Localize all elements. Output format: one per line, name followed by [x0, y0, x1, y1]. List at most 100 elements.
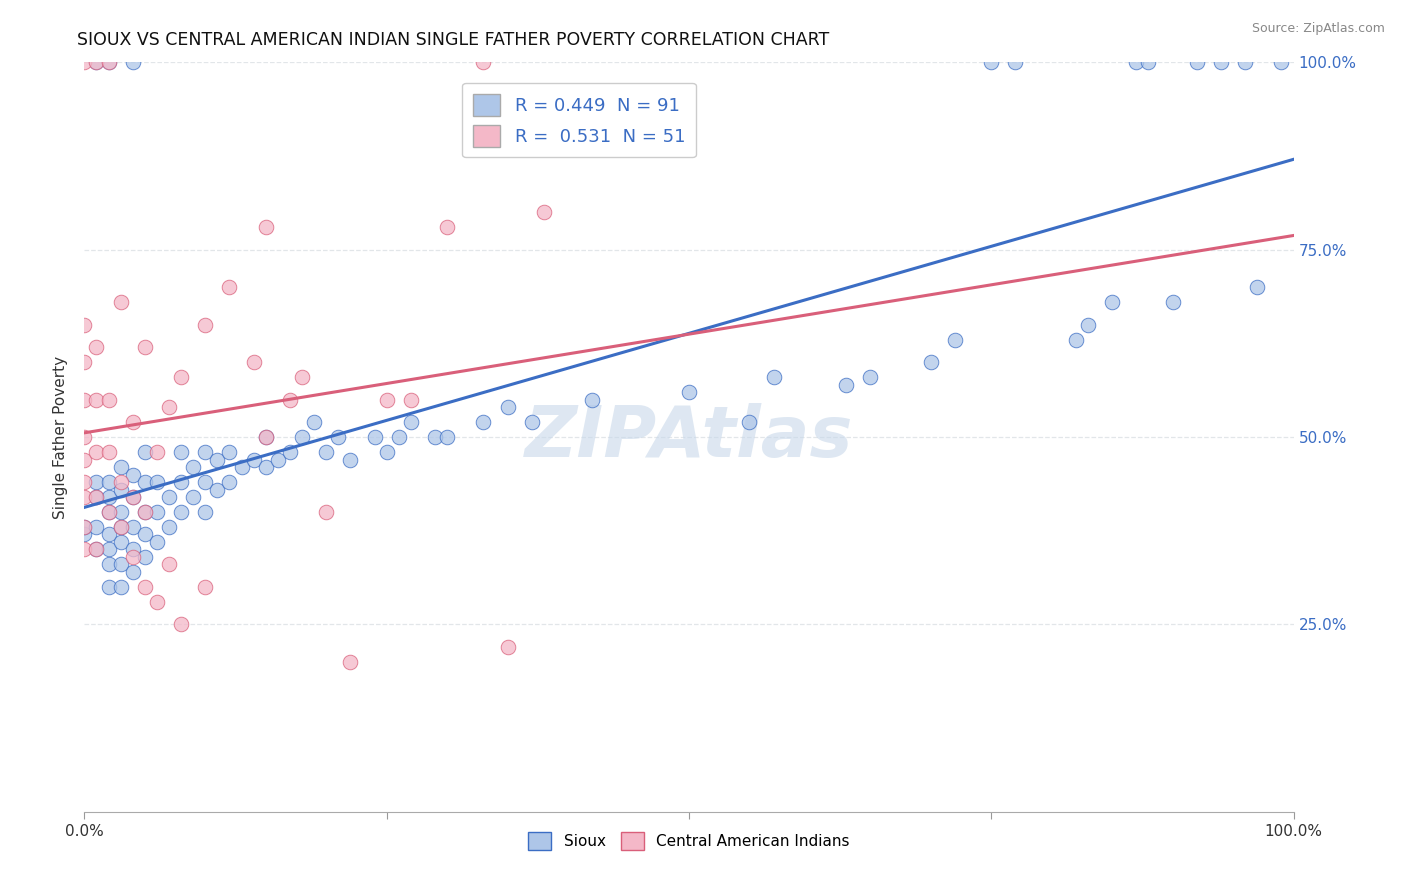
Point — [146, 475, 169, 489]
Point — [97, 580, 120, 594]
Point — [375, 392, 398, 407]
Point — [242, 355, 264, 369]
Point — [363, 430, 385, 444]
Point — [110, 558, 132, 572]
Point — [110, 475, 132, 489]
Point — [121, 55, 143, 70]
Point — [110, 460, 132, 475]
Point — [315, 445, 337, 459]
Point — [121, 542, 143, 557]
Point — [194, 445, 217, 459]
Point — [291, 370, 314, 384]
Point — [97, 527, 120, 541]
Point — [1004, 55, 1026, 70]
Point — [86, 340, 108, 354]
Point — [86, 55, 108, 70]
Point — [231, 460, 253, 475]
Point — [110, 535, 132, 549]
Point — [146, 505, 169, 519]
Point — [581, 392, 603, 407]
Point — [254, 430, 277, 444]
Point — [110, 505, 132, 519]
Point — [134, 340, 156, 354]
Point — [86, 392, 108, 407]
Text: ZIPAtlas: ZIPAtlas — [524, 402, 853, 472]
Point — [1137, 55, 1160, 70]
Point — [194, 505, 217, 519]
Point — [1125, 55, 1147, 70]
Point — [121, 490, 143, 504]
Point — [291, 430, 314, 444]
Point — [121, 565, 143, 579]
Point — [97, 55, 120, 70]
Point — [533, 205, 555, 219]
Point — [73, 355, 96, 369]
Point — [157, 558, 180, 572]
Point — [678, 385, 700, 400]
Point — [157, 400, 180, 414]
Point — [170, 505, 193, 519]
Point — [146, 535, 169, 549]
Point — [436, 220, 458, 235]
Point — [170, 370, 193, 384]
Point — [339, 655, 361, 669]
Point — [207, 483, 229, 497]
Point — [73, 490, 96, 504]
Point — [73, 527, 96, 541]
Point — [97, 445, 120, 459]
Point — [73, 475, 96, 489]
Point — [121, 490, 143, 504]
Point — [97, 505, 120, 519]
Point — [242, 452, 264, 467]
Point — [146, 445, 169, 459]
Point — [472, 415, 495, 429]
Point — [97, 558, 120, 572]
Point — [399, 415, 422, 429]
Point — [181, 460, 204, 475]
Point — [1246, 280, 1268, 294]
Point — [157, 490, 180, 504]
Point — [170, 475, 193, 489]
Point — [110, 580, 132, 594]
Point — [1101, 295, 1123, 310]
Point — [86, 55, 108, 70]
Text: Source: ZipAtlas.com: Source: ZipAtlas.com — [1251, 22, 1385, 36]
Point — [134, 580, 156, 594]
Point — [110, 295, 132, 310]
Point — [134, 549, 156, 564]
Point — [121, 467, 143, 482]
Point — [194, 318, 217, 332]
Point — [97, 490, 120, 504]
Point — [134, 475, 156, 489]
Point — [86, 490, 108, 504]
Point — [388, 430, 411, 444]
Point — [73, 392, 96, 407]
Point — [399, 392, 422, 407]
Point — [157, 520, 180, 534]
Point — [86, 445, 108, 459]
Point — [121, 520, 143, 534]
Point — [207, 452, 229, 467]
Point — [194, 580, 217, 594]
Point — [97, 542, 120, 557]
Point — [980, 55, 1002, 70]
Point — [1270, 55, 1292, 70]
Point — [315, 505, 337, 519]
Point — [86, 490, 108, 504]
Point — [86, 542, 108, 557]
Point — [73, 520, 96, 534]
Point — [1064, 333, 1087, 347]
Point — [181, 490, 204, 504]
Point — [1161, 295, 1184, 310]
Point — [97, 392, 120, 407]
Point — [302, 415, 325, 429]
Point — [496, 400, 519, 414]
Point — [110, 483, 132, 497]
Point — [121, 415, 143, 429]
Point — [943, 333, 966, 347]
Point — [328, 430, 350, 444]
Point — [218, 475, 240, 489]
Point — [97, 475, 120, 489]
Point — [86, 520, 108, 534]
Point — [1209, 55, 1232, 70]
